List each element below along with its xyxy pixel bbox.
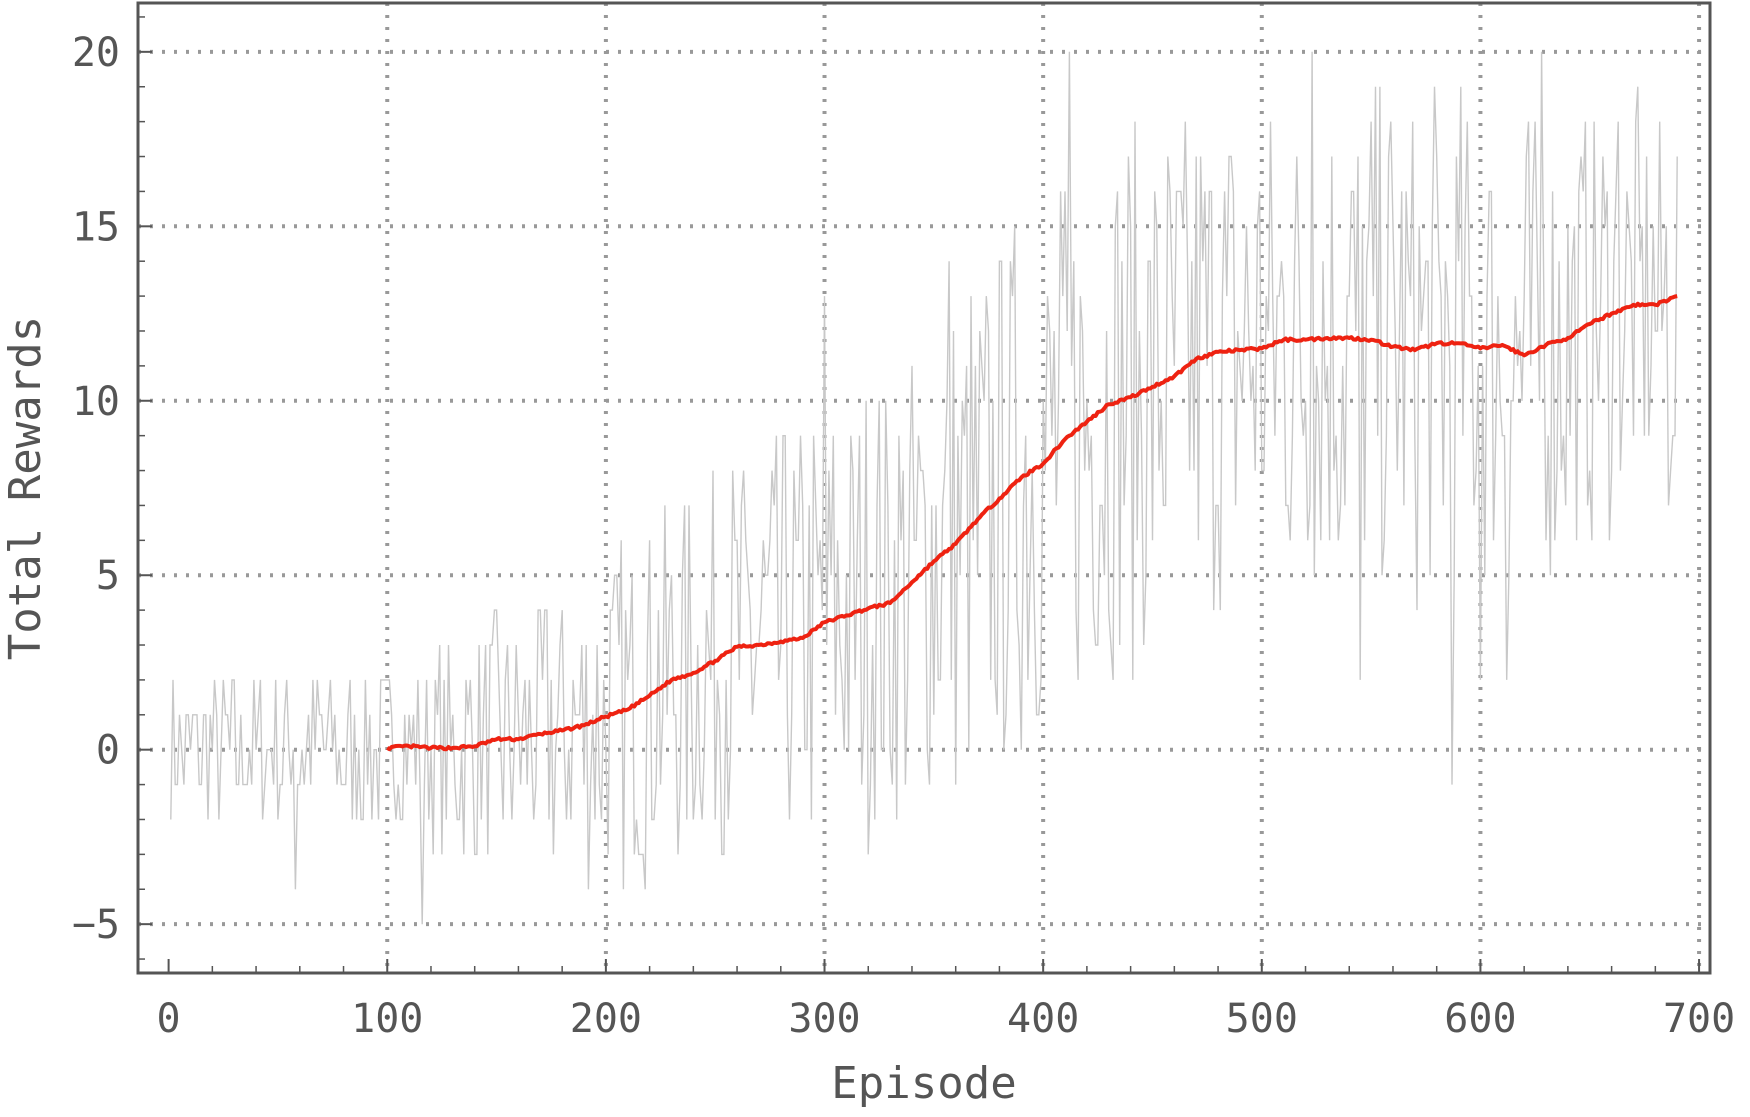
y-tick-label: 0	[96, 728, 120, 774]
x-tick-label: 700	[1663, 996, 1735, 1042]
moving-average-line	[386, 294, 1678, 752]
y-tick-label: −5	[72, 902, 120, 948]
raw-rewards-line	[170, 51, 1678, 925]
tick-label-layer: 0 100 200 300 400 500 600 700 −5 0 5 10 15 20	[72, 30, 1735, 1042]
series-layer	[170, 51, 1678, 925]
y-tick-label: 20	[72, 30, 120, 76]
x-tick-label: 400	[1007, 996, 1079, 1042]
x-tick-label: 600	[1444, 996, 1516, 1042]
x-tick-label: 500	[1226, 996, 1298, 1042]
x-tick-label: 100	[351, 996, 423, 1042]
x-axis-label: Episode	[831, 1058, 1016, 1109]
x-tick-label: 200	[570, 996, 642, 1042]
y-tick-label: 5	[96, 553, 120, 599]
y-tick-label: 15	[72, 204, 120, 250]
tick-layer	[138, 16, 1701, 973]
grid-layer	[138, 3, 1710, 973]
plot-frame	[136, 1, 1712, 975]
y-axis-label: Total Rewards	[0, 316, 51, 660]
y-tick-label: 10	[72, 379, 120, 425]
x-tick-label: 0	[157, 996, 181, 1042]
x-tick-label: 300	[788, 996, 860, 1042]
